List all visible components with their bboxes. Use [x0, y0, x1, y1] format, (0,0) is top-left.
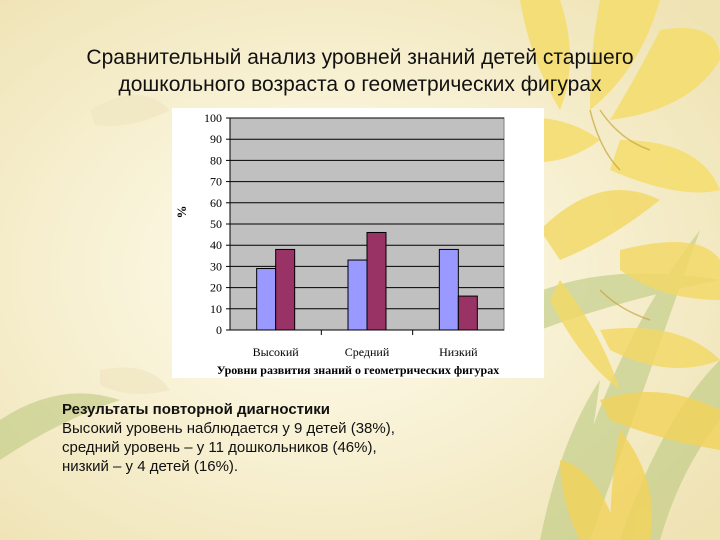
y-tick-label: 10 — [210, 302, 222, 316]
results-heading: Результаты повторной диагностики — [62, 401, 330, 418]
y-tick-label: 90 — [210, 132, 222, 146]
y-tick-label: 50 — [210, 217, 222, 231]
y-axis-label: % — [174, 206, 189, 219]
y-tick-label: 80 — [210, 153, 222, 167]
bar-series1-1 — [256, 268, 277, 331]
y-tick-label: 30 — [210, 259, 222, 273]
bar-chart: 0 10 20 30 40 50 60 70 80 90 100 Высокий Средний Низк… — [172, 108, 544, 378]
y-tick-label: 40 — [210, 238, 222, 252]
x-tick-label: Низкий — [439, 345, 478, 359]
bar-series2-3 — [457, 295, 478, 331]
results-text: Результаты повторной диагностики Высокий… — [62, 400, 522, 476]
bar-series2-1 — [275, 248, 296, 331]
y-tick-label: 60 — [210, 196, 222, 210]
slide-title-line2: дошкольного возраста о геометрических фи… — [118, 73, 602, 96]
x-tick-label: Средний — [345, 345, 390, 359]
results-line-3: низкий – у 4 детей (16%). — [62, 458, 239, 475]
y-tick-label: 0 — [216, 323, 222, 337]
bar-series2-2 — [366, 231, 387, 331]
results-line-1: Высокий уровень наблюдается у 9 детей (3… — [62, 420, 395, 437]
slide-title: Сравнительный анализ уровней знаний дете… — [20, 44, 700, 98]
x-axis-title: Уровни развития знаний о геометрических … — [217, 363, 499, 377]
y-tick-label: 70 — [210, 175, 222, 189]
x-tick-label: Высокий — [253, 345, 300, 359]
bar-series1-3 — [438, 248, 459, 331]
y-tick-label: 100 — [204, 111, 222, 125]
bar-series1-2 — [347, 259, 368, 331]
results-line-2: средний уровень – у 11 дошкольников (46%… — [62, 439, 377, 456]
slide-title-line1: Сравнительный анализ уровней знаний дете… — [86, 46, 634, 69]
y-tick-label: 20 — [210, 281, 222, 295]
